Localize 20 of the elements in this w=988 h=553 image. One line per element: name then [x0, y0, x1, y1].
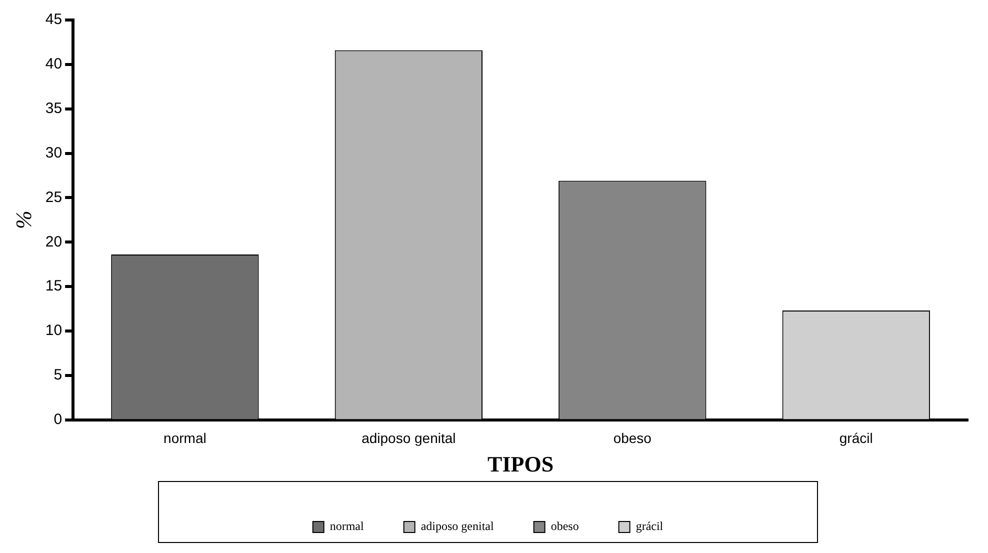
- y-tick-label: 5: [54, 366, 62, 384]
- x-tick-label: adiposo genital: [362, 430, 456, 446]
- y-tick-label: 0: [54, 410, 62, 428]
- x-tick-label: normal: [164, 430, 206, 446]
- y-tick-label: 20: [45, 233, 62, 250]
- y-tick-label: 15: [45, 278, 62, 295]
- y-tick-label: 35: [45, 100, 62, 117]
- y-tick-label: 45: [45, 11, 62, 28]
- x-tick-label: obeso: [613, 430, 652, 446]
- y-tick-label: 30: [45, 144, 62, 162]
- y-tick-label: 40: [45, 56, 62, 73]
- y-axis-title: %: [10, 210, 36, 230]
- legend-label: obeso: [550, 519, 579, 534]
- legend-label: grácil: [636, 519, 664, 534]
- x-axis-title: TIPOS: [488, 451, 554, 476]
- legend-label: adiposo genital: [420, 519, 494, 534]
- legend-label: normal: [330, 519, 365, 534]
- y-tick-label: 10: [45, 322, 62, 340]
- y-tick-label: 25: [45, 188, 62, 206]
- x-tick-label: grácil: [839, 430, 873, 446]
